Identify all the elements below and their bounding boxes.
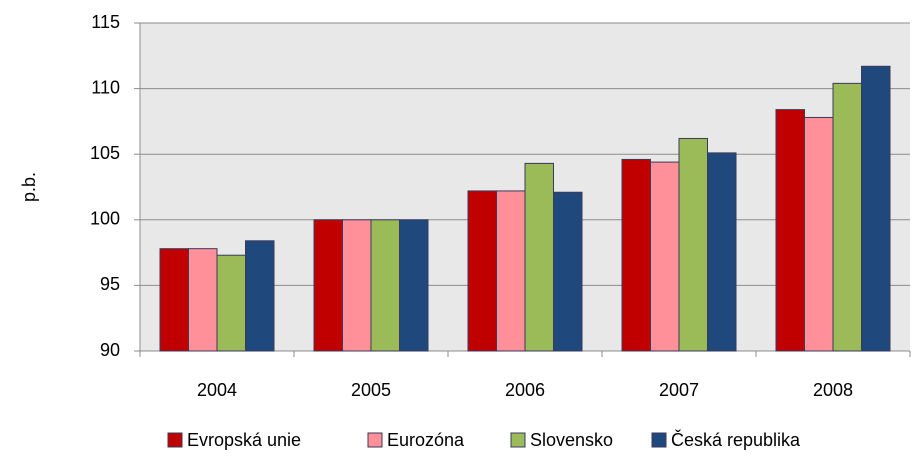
legend-label: Eurozóna <box>387 430 465 450</box>
legend-label: Evropská unie <box>187 430 301 450</box>
bar <box>621 158 651 352</box>
bar <box>370 219 400 352</box>
y-tick-label: 110 <box>91 77 120 97</box>
x-tick-label: 2004 <box>197 380 237 400</box>
bar <box>524 162 554 352</box>
bar <box>313 219 343 352</box>
bar <box>496 190 526 352</box>
y-tick-label: 90 <box>100 340 120 360</box>
y-tick-label: 105 <box>90 143 120 163</box>
legend-label: Slovensko <box>530 430 613 450</box>
bar <box>159 248 189 352</box>
bar <box>861 65 891 352</box>
bar <box>188 248 218 352</box>
legend-label: Česká republika <box>671 429 801 450</box>
bar <box>832 82 862 352</box>
bar <box>804 116 834 352</box>
y-tick-label: 95 <box>100 274 120 294</box>
bar <box>399 219 429 352</box>
bar <box>245 240 275 352</box>
y-axis-label: p.b. <box>19 172 39 202</box>
x-tick-label: 2006 <box>505 380 545 400</box>
bar <box>707 152 737 352</box>
x-tick-label: 2005 <box>351 380 391 400</box>
x-tick-label: 2007 <box>659 380 699 400</box>
bar <box>342 219 372 352</box>
y-tick-label: 100 <box>90 209 120 229</box>
legend-swatch <box>510 432 526 448</box>
bar <box>650 161 680 352</box>
bar <box>775 109 805 352</box>
bar <box>216 254 246 352</box>
legend-swatch <box>651 432 667 448</box>
bar <box>678 137 708 352</box>
legend-swatch <box>367 432 383 448</box>
bar <box>467 190 497 352</box>
legend-swatch <box>167 432 183 448</box>
x-tick-label: 2008 <box>813 380 853 400</box>
y-tick-label: 115 <box>91 12 120 32</box>
bar <box>553 191 583 352</box>
